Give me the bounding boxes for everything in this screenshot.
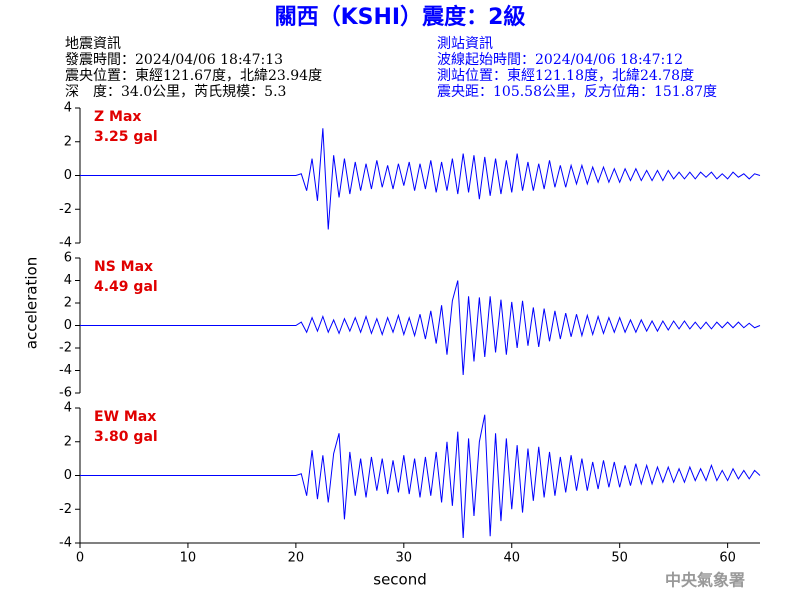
y-tick-label: 2 <box>64 296 72 311</box>
x-axis-label: second <box>373 571 427 589</box>
info-line: 震央距：105.58公里，反方位角：151.87度 <box>437 84 717 100</box>
info-line: 測站位置：東經121.18度，北緯24.78度 <box>437 68 694 84</box>
waveform <box>80 280 761 376</box>
x-tick-label: 0 <box>76 551 84 566</box>
title: 關西（KSHI）震度：2級 <box>275 4 526 30</box>
y-tick-label: 6 <box>64 251 72 266</box>
x-tick-label: 10 <box>180 551 197 566</box>
info-line: 深 度：34.0公里，芮氏規模：5.3 <box>65 83 286 100</box>
y-tick-label: -2 <box>59 341 72 356</box>
y-axis-label: acceleration <box>23 257 41 349</box>
y-tick-label: 0 <box>64 318 72 333</box>
y-tick-label: 0 <box>64 468 72 483</box>
info-line: 地震資訊 <box>65 36 121 52</box>
max-annotation: 3.25 gal <box>94 129 158 145</box>
y-tick-label: 2 <box>64 134 72 149</box>
max-annotation: EW Max <box>94 409 156 425</box>
info-line: 震央位置：東經121.67度，北緯23.94度 <box>65 68 322 84</box>
max-annotation: Z Max <box>94 109 141 125</box>
waveform <box>80 128 761 230</box>
y-tick-label: -6 <box>59 386 72 401</box>
y-tick-label: 4 <box>64 401 72 416</box>
y-tick-label: 2 <box>64 434 72 449</box>
waveform <box>80 414 761 538</box>
footer: 中央氣象署 <box>665 571 745 590</box>
info-line: 測站資訊 <box>437 36 493 52</box>
info-line: 發震時間：2024/04/06 18:47:13 <box>65 52 283 68</box>
y-tick-label: 4 <box>64 101 72 116</box>
x-tick-label: 30 <box>396 551 413 566</box>
y-tick-label: -2 <box>59 502 72 517</box>
max-annotation: 3.80 gal <box>94 429 158 445</box>
x-tick-label: 20 <box>288 551 305 566</box>
x-tick-label: 60 <box>719 551 736 566</box>
y-tick-label: -4 <box>59 536 72 551</box>
max-annotation: NS Max <box>94 259 153 275</box>
y-tick-label: -4 <box>59 236 72 251</box>
y-tick-label: -4 <box>59 363 72 378</box>
y-tick-label: -2 <box>59 202 72 217</box>
x-tick-label: 50 <box>611 551 628 566</box>
y-tick-label: 0 <box>64 168 72 183</box>
y-tick-label: 4 <box>64 273 72 288</box>
x-tick-label: 40 <box>503 551 520 566</box>
info-line: 波線起始時間：2024/04/06 18:47:12 <box>437 52 683 68</box>
max-annotation: 4.49 gal <box>94 279 158 295</box>
